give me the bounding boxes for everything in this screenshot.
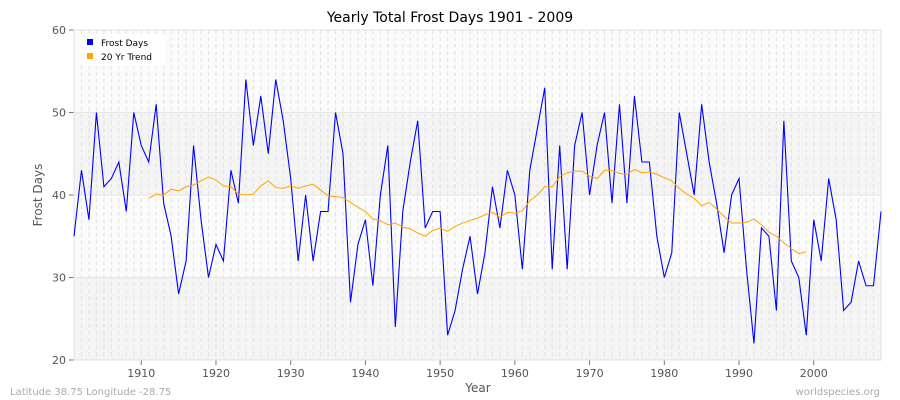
y-axis-label: Frost Days (31, 164, 45, 227)
y-tick-label: 20 (52, 354, 66, 367)
x-tick-label: 1990 (725, 367, 753, 380)
footer-location: Latitude 38.75 Longitude -28.75 (10, 387, 171, 398)
x-axis-label: Year (464, 381, 490, 395)
x-tick-label: 1940 (351, 367, 379, 380)
series-trend-line (148, 168, 807, 255)
legend-box (80, 34, 166, 66)
plot-band (74, 30, 881, 113)
y-tick-label: 30 (52, 272, 66, 285)
y-tick-label: 50 (52, 107, 66, 120)
legend-swatch-trend (87, 53, 93, 59)
plot-frame (73, 29, 882, 361)
plot-band (74, 112, 881, 195)
x-tick-label: 1960 (501, 367, 529, 380)
y-tick-label: 60 (52, 24, 66, 37)
x-tick-label: 1910 (127, 367, 155, 380)
legend-label-trend: 20 Yr Trend (101, 53, 152, 63)
chart-title: Yearly Total Frost Days 1901 - 2009 (326, 10, 573, 26)
footer-source: worldspecies.org (796, 387, 880, 398)
y-tick-label: 40 (52, 189, 66, 202)
legend: Frost Days 20 Yr Trend (80, 34, 166, 66)
x-tick-label: 1970 (576, 367, 604, 380)
legend-label-frost-days: Frost Days (101, 39, 148, 49)
x-tick-label: 2000 (800, 367, 828, 380)
series-frost-days-line (73, 79, 882, 344)
x-tick-label: 1980 (650, 367, 678, 380)
x-tick-label: 1930 (277, 367, 305, 380)
x-tick-label: 1950 (426, 367, 454, 380)
x-tick-label: 1920 (202, 367, 230, 380)
legend-swatch-frost-days (87, 39, 93, 45)
